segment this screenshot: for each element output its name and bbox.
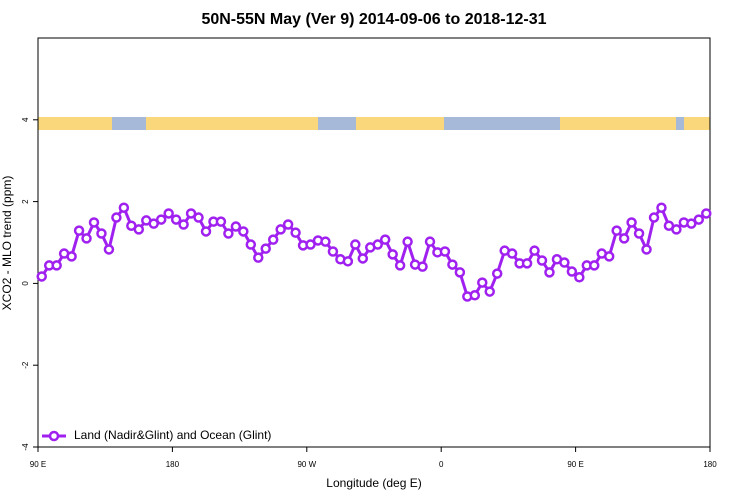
point [178,219,189,230]
y-tick-label: 4 [21,117,30,122]
point [693,214,705,225]
land-band [684,117,710,130]
x-tick-label: 90 E [30,460,46,469]
point [686,218,697,229]
x-tick-label: 180 [703,460,717,469]
point [133,224,145,235]
point [701,208,712,219]
land-band [146,117,318,130]
y-tick-label: 2 [21,199,30,204]
point [223,228,234,239]
point [439,246,451,257]
point [230,221,242,232]
point [170,214,182,225]
y-tick-label: -2 [21,361,30,369]
point [521,258,533,269]
point [96,228,107,239]
point [103,244,115,255]
point [372,239,383,250]
point [536,255,548,266]
point [350,239,361,250]
point [73,225,85,236]
y-tick-label: 0 [21,281,30,286]
point [260,243,271,254]
point [88,217,100,228]
point [626,217,637,228]
point [589,260,600,271]
x-tick-label: 0 [439,460,444,469]
point [447,259,458,270]
point [484,286,495,297]
point [469,290,481,301]
point [215,216,227,227]
point [529,245,540,256]
point [417,261,428,272]
point [342,256,354,267]
point [603,251,615,262]
point [641,244,652,255]
y-tick-label: -4 [21,443,30,451]
point [611,225,622,236]
point [238,226,249,237]
point [544,267,555,278]
point [648,212,660,223]
point [305,239,316,250]
point [671,224,682,235]
point [81,233,92,244]
point [275,224,286,235]
x-tick-label: 90 W [297,460,316,469]
legend-marker [48,430,60,442]
point [36,271,47,282]
point [491,268,503,279]
point [477,277,488,288]
point [118,202,130,213]
land-ocean-strip [38,117,710,130]
point [185,208,197,219]
point [282,219,294,230]
legend-label: Land (Nadir&Glint) and Ocean (Glint) [74,428,271,442]
point [574,272,585,283]
point [357,253,369,264]
x-tick-label: 90 E [567,460,583,469]
point [379,234,391,245]
point [148,218,159,229]
point [163,208,174,219]
point [267,234,279,245]
point [245,239,257,250]
point [559,257,570,268]
x-tick-label: 180 [166,460,180,469]
chart-title: 50N-55N May (Ver 9) 2014-09-06 to 2018-1… [201,11,546,28]
point [290,227,301,238]
point [327,246,339,257]
plot-frame [37,37,711,448]
point [66,251,77,262]
point [566,266,578,277]
point [618,233,630,244]
y-axis-label: XCO2 - MLO trend (ppm) [0,176,14,311]
land-band [356,117,444,130]
point [155,214,167,225]
point [51,260,62,271]
point [454,267,466,278]
point [387,249,398,260]
land-band [560,117,676,130]
x-axis-label: Longitude (deg E) [326,476,421,490]
point [193,212,204,223]
point [424,236,436,247]
point [656,202,667,213]
point [394,260,406,271]
point [506,248,518,259]
point [402,236,413,247]
land-band [38,117,112,130]
point [320,236,331,247]
point [633,228,645,239]
point [111,212,122,223]
point [200,226,212,237]
point [253,252,264,263]
